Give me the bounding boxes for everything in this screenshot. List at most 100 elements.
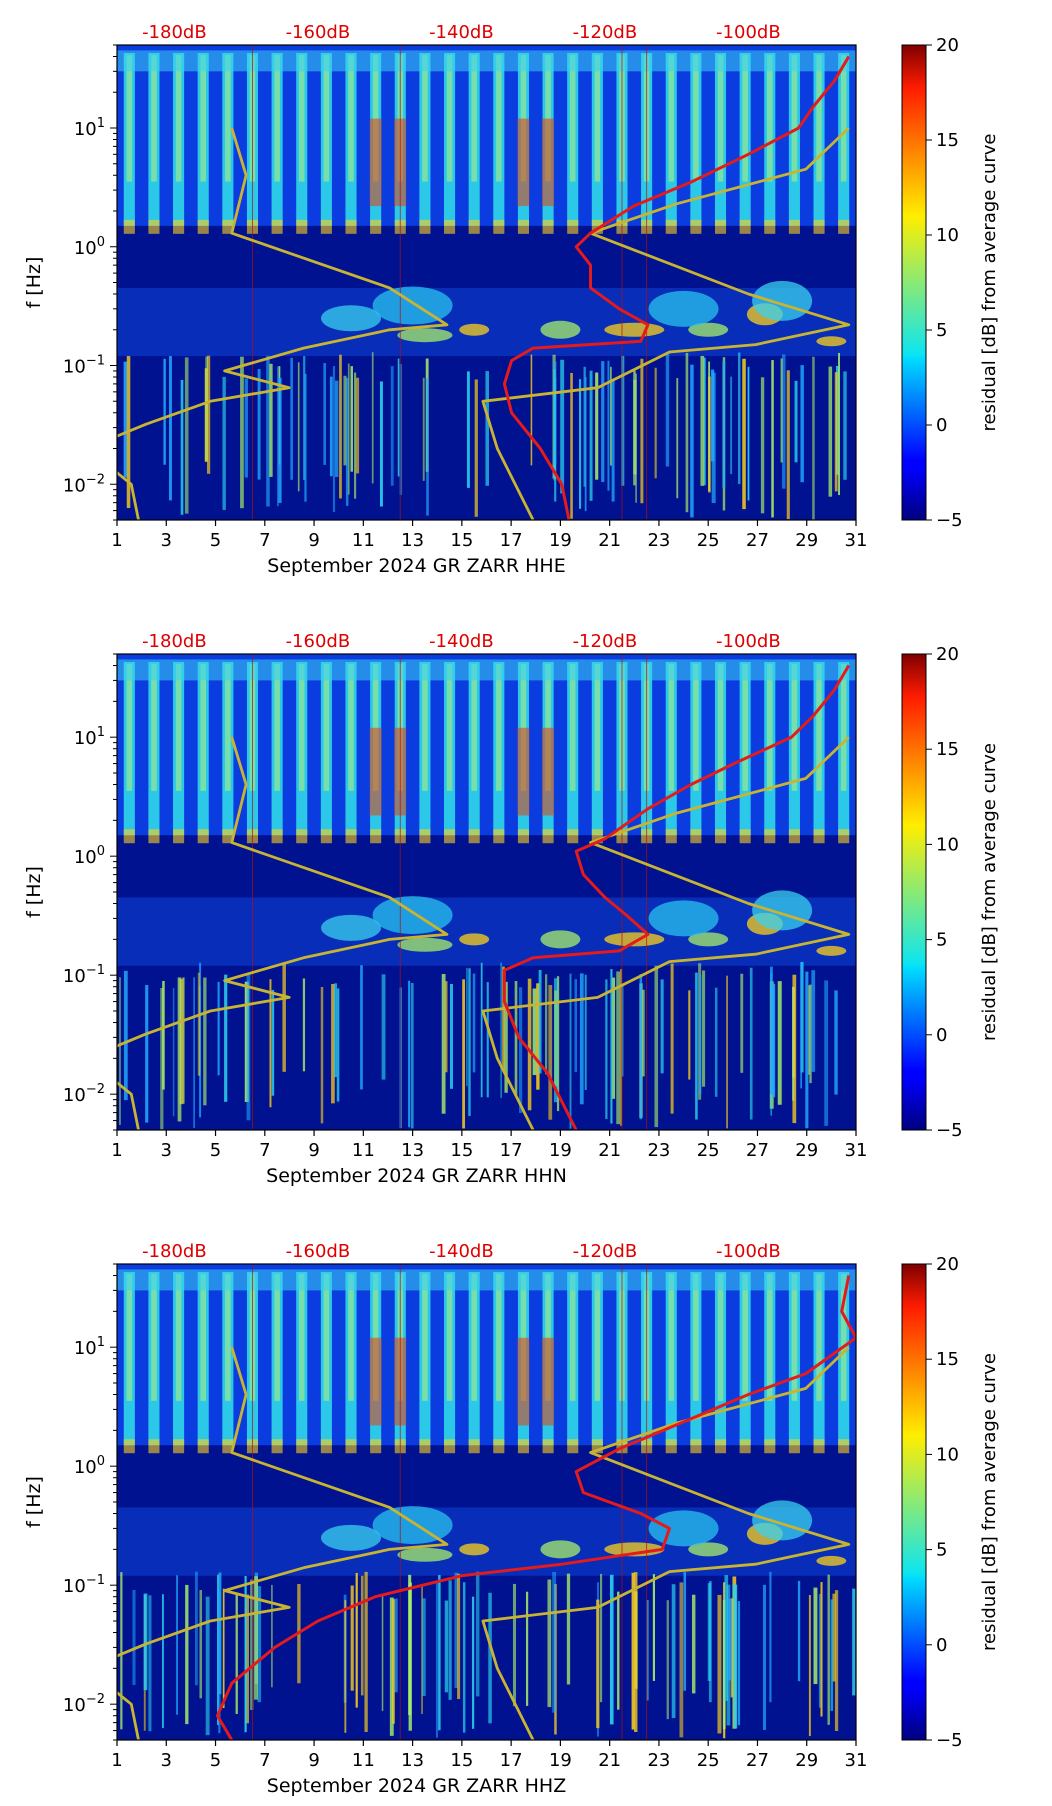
heatmap-stripe-core <box>225 664 231 791</box>
heatmap-stripe-core <box>693 55 699 182</box>
heatmap-stripe-base <box>419 219 431 234</box>
noise-model-curve <box>117 127 449 520</box>
heatmap-low-streak <box>665 352 670 467</box>
heatmap-stripe-core <box>422 664 428 791</box>
db-axis-label: -100dB <box>716 22 781 43</box>
heatmap-low-streak <box>834 1590 839 1731</box>
heatmap-stripe-core <box>200 1274 206 1401</box>
heatmap-blob <box>321 1524 382 1551</box>
heatmap-stripe-core <box>840 55 847 182</box>
heatmap-stripe-core <box>545 55 551 182</box>
heatmap-low-streak <box>350 1585 354 1691</box>
heatmap-low-streak <box>445 981 448 1073</box>
heatmap-low-streak <box>180 379 184 515</box>
heatmap-low-streak <box>786 370 790 520</box>
y-tick-label: 10−1 <box>63 354 105 378</box>
heatmap-stripe-core <box>693 664 699 791</box>
heatmap-stripe-core <box>323 664 330 791</box>
heatmap-stripe-core <box>717 664 724 791</box>
heatmap-stripe-base <box>542 829 554 844</box>
y-tick-label: 10−2 <box>63 1692 105 1716</box>
heatmap-low-streak <box>426 378 429 516</box>
heatmap-low-streak <box>148 1595 152 1732</box>
heatmap-stripe-base <box>788 829 800 844</box>
heatmap-low-streak <box>724 1575 729 1701</box>
heatmap-low-streak <box>666 1600 669 1720</box>
heatmap-stripe-base <box>517 829 529 844</box>
heatmap-low-streak <box>843 371 847 480</box>
heatmap-low-streak <box>769 1571 772 1703</box>
heatmap-low-streak <box>504 981 508 1093</box>
heatmap-low-streak <box>466 371 470 488</box>
heatmap-low-streak <box>332 366 336 512</box>
heatmap-low-streak <box>730 1598 734 1698</box>
heatmap-blob <box>648 900 719 937</box>
heatmap-low-streak <box>800 963 803 1089</box>
heatmap-low-streak <box>371 352 374 484</box>
noise-model-curve <box>481 736 851 1130</box>
colorbar-tick-label: 5 <box>936 930 947 951</box>
heatmap-low-streak <box>695 972 698 1120</box>
heatmap-low-streak <box>601 361 605 483</box>
y-tick-label: 100 <box>74 1454 105 1478</box>
heatmap-blob <box>752 1500 813 1541</box>
heatmap-stripe-base <box>444 219 456 234</box>
heatmap-blob <box>816 1555 847 1566</box>
heatmap-low-streak <box>811 970 816 1072</box>
heatmap-stripe-core <box>126 664 133 791</box>
y-axis-label: f [Hz] <box>23 1476 45 1528</box>
heatmap-low-streak <box>485 371 489 486</box>
heatmap-stripe-core <box>840 1274 847 1401</box>
heatmap-blob <box>459 933 490 946</box>
heatmap-stripe-base <box>591 219 603 234</box>
heatmap-hot-segment <box>542 1337 555 1426</box>
heatmap-low-streak <box>679 1582 684 1738</box>
heatmap-low-streak <box>512 1583 517 1707</box>
heatmap-stripe-base <box>271 219 283 234</box>
colorbar-label: residual [dB] from average curve <box>979 133 1000 431</box>
heatmap-low-streak <box>808 985 811 1075</box>
heatmap-low-streak <box>240 356 244 509</box>
station-noise-curve <box>215 1275 856 1740</box>
heatmap-stripe-base <box>813 219 825 234</box>
heatmap-stripe-core <box>126 55 133 182</box>
heatmap-stripe-core <box>767 664 773 791</box>
heatmap-low-streak <box>185 1584 189 1725</box>
heatmap-low-streak <box>475 1571 480 1697</box>
heatmap-stripe-base <box>813 1439 825 1454</box>
colorbar <box>901 1263 927 1741</box>
heatmap-stripe-base <box>665 219 677 234</box>
heatmap-low-streak <box>331 983 335 1104</box>
heatmap-stripe-base <box>714 829 727 844</box>
heatmap-stripe-base <box>444 829 456 844</box>
colorbar-tick-label: 10 <box>936 1444 959 1465</box>
heatmap-low-streak <box>438 1574 441 1731</box>
heatmap-stripe-core <box>791 55 798 182</box>
heatmap-stripe-base <box>739 1439 751 1454</box>
heatmap-stripe-base <box>370 1439 382 1454</box>
heatmap-stripe-base <box>665 1439 677 1454</box>
heatmap-stripe-base <box>320 1439 332 1454</box>
heatmap-low-streak <box>222 1588 225 1709</box>
db-axis-label: -180dB <box>142 631 207 652</box>
heatmap-stripe-core <box>569 1274 576 1401</box>
plot-area <box>117 654 856 1130</box>
heatmap-low-streak <box>770 966 773 1095</box>
heatmap-stripe-core <box>767 1274 773 1401</box>
heatmap-stripe-base <box>271 1439 283 1454</box>
heatmap-stripe-base <box>764 829 776 844</box>
x-tick-label: 17 <box>500 1140 523 1161</box>
heatmap-low-streak <box>733 1584 738 1729</box>
db-axis-label: -140dB <box>429 631 494 652</box>
heatmap-low-streak <box>472 973 476 1073</box>
heatmap-stripe-base <box>444 1439 456 1454</box>
heatmap-low-streak <box>502 966 505 1072</box>
heatmap-low-streak <box>162 1594 164 1729</box>
heatmap-stripe-base <box>123 1439 135 1454</box>
heatmap-low-streak <box>392 1599 395 1724</box>
heatmap-blob <box>648 290 719 327</box>
heatmap-stripe-core <box>668 55 675 182</box>
heatmap-blob <box>397 328 453 343</box>
